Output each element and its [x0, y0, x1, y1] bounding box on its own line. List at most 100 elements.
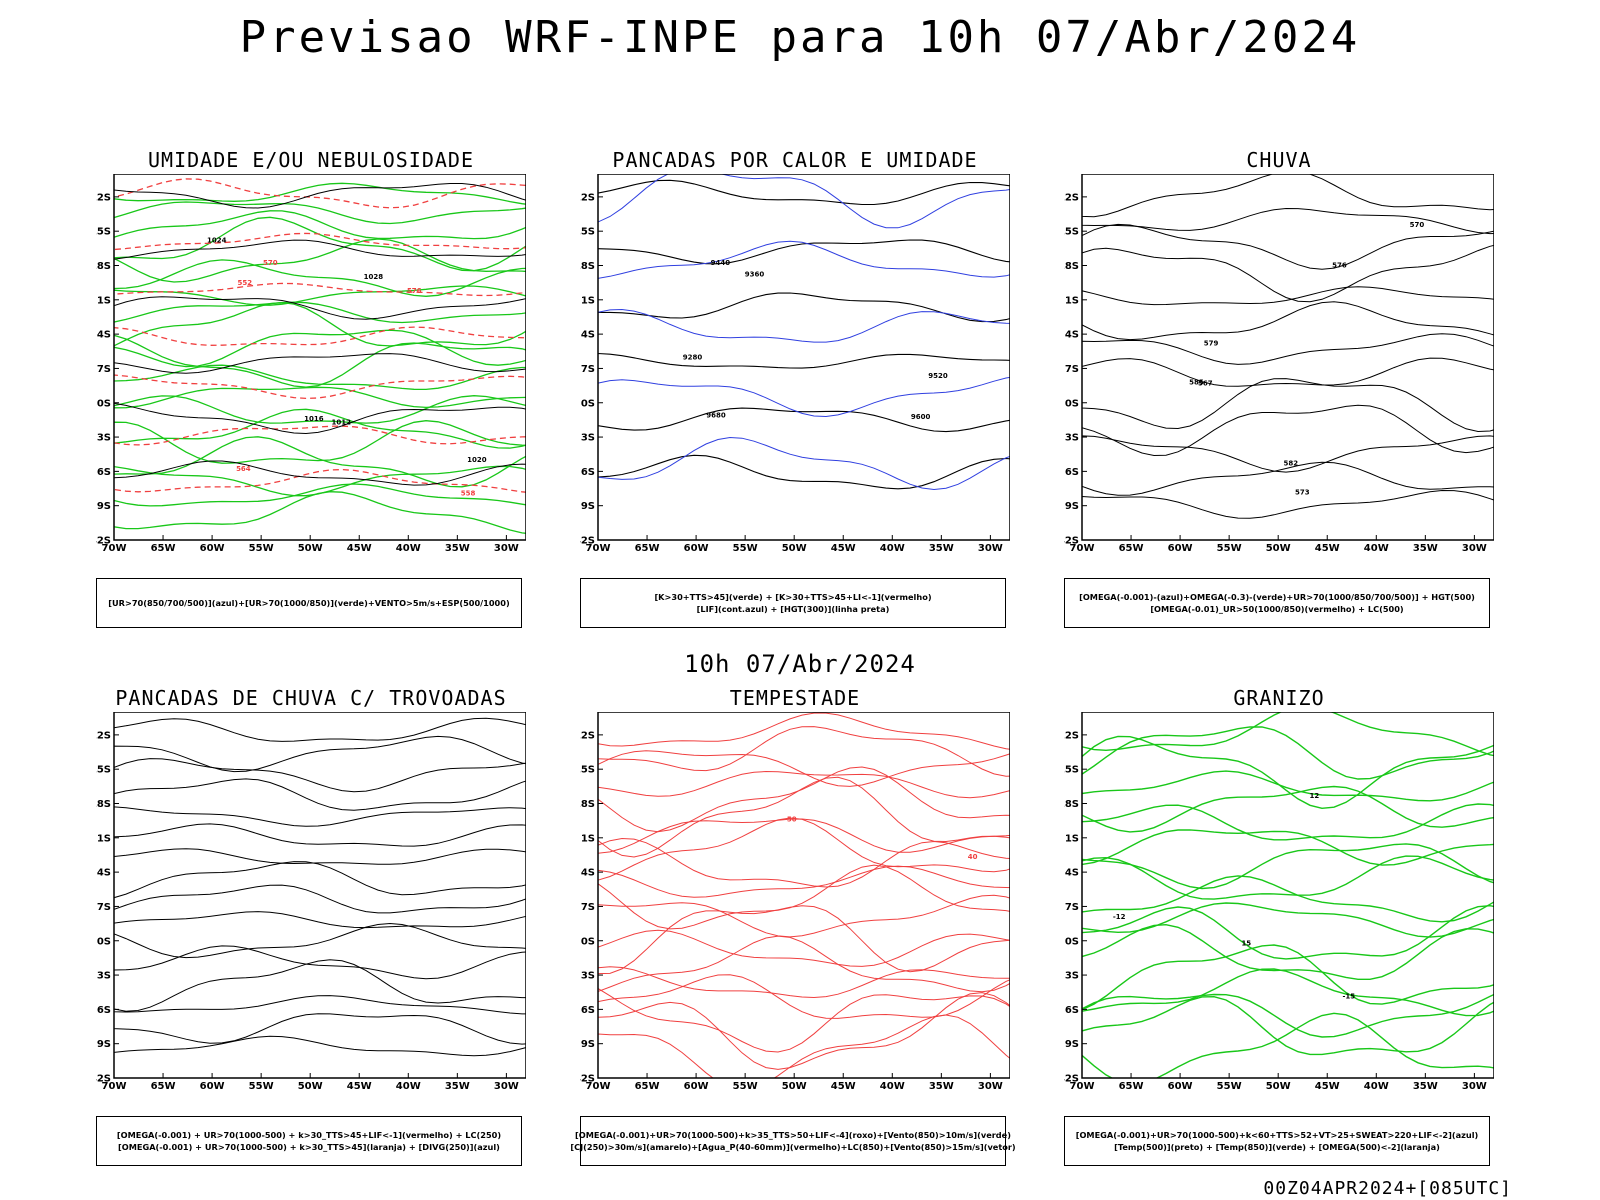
- streamlines-250: [114, 717, 526, 1057]
- lat-label: 18S: [1064, 261, 1079, 272]
- contour-label: 582: [1284, 459, 1299, 467]
- legend-line-1: [OMEGA(-0.001)+UR>70(1000-500)+k<60+TTS>…: [1075, 1130, 1479, 1140]
- lon-label: 65W: [151, 543, 176, 554]
- map-layers: -12 -15 15 12: [1082, 712, 1494, 1078]
- lon-label: 35W: [929, 1081, 954, 1092]
- contour-label: 40: [968, 853, 978, 861]
- map-layers: [114, 717, 526, 1057]
- contour-label: 1016: [304, 415, 324, 423]
- contour-label: 585: [1189, 378, 1204, 386]
- lon-label: 65W: [1119, 1081, 1144, 1092]
- lat-label: 27S: [1064, 364, 1079, 375]
- lc850-labels: 40 50: [787, 816, 978, 861]
- lon-label: 65W: [635, 543, 660, 554]
- lon-label: 40W: [396, 1081, 421, 1092]
- hgt300-black-contours: [598, 179, 1010, 490]
- lc850-red-streamlines: [598, 712, 1010, 1078]
- lat-label: 39S: [1064, 1039, 1079, 1050]
- lon-label: 30W: [1462, 543, 1487, 554]
- lat-label: 27S: [580, 902, 595, 913]
- lat-label: 36S: [96, 1005, 111, 1016]
- map-border: [1081, 712, 1494, 1079]
- map-background: [598, 712, 1010, 1078]
- lat-label: 15S: [580, 227, 595, 238]
- legend-line-1: [OMEGA(-0.001) + UR>70(1000-500) + k>30_…: [116, 1130, 502, 1140]
- contour-label: 570: [1410, 221, 1425, 229]
- lon-label: 45W: [1315, 1081, 1340, 1092]
- contour-label: 1024: [207, 236, 227, 244]
- lat-label: 27S: [96, 902, 111, 913]
- lat-label: 33S: [580, 433, 595, 444]
- panel-tempestade: TEMPESTADE 40 50 12S 15S 18S 21S 24S 27S 30S 33S 3…: [570, 686, 1016, 1166]
- map-pancadas-calor: 9680 9600 9520 9440 9360 9280 12S 15S 18S 21S 24S 2…: [580, 174, 1010, 554]
- thickness-labels: 576 570 564 558 552: [236, 259, 475, 497]
- lat-label: 33S: [1064, 971, 1079, 982]
- panel-trovoadas: PANCADAS DE CHUVA C/ TROVOADAS 12S 15S 18S…: [96, 686, 526, 1166]
- lat-label: 21S: [1064, 295, 1079, 306]
- lon-label: 70W: [586, 543, 611, 554]
- lon-label: 35W: [445, 1081, 470, 1092]
- map-frame: 9680 9600 9520 9440 9360 9280 12S 15S 18S 21S 24S 2…: [580, 174, 1010, 554]
- pressure-black-contours: [114, 183, 526, 486]
- contour-label: 570: [263, 259, 278, 267]
- lon-label: 30W: [978, 1081, 1003, 1092]
- lat-label: 33S: [96, 971, 111, 982]
- legend-line-2: [OMEGA(-0.001) + UR>70(1000-500) + k>30_…: [118, 1142, 500, 1152]
- map-frame: 1016 1012 1020 1024 1028 576 570 564 558 552 12S 15…: [96, 174, 526, 554]
- lat-label: 24S: [96, 868, 111, 879]
- lon-label: 55W: [1217, 1081, 1242, 1092]
- map-frame: 12S 15S 18S 21S 24S 27S 30S 33S 36S 39S 42S70W 65W 6…: [96, 712, 526, 1092]
- lat-label: 33S: [96, 433, 111, 444]
- lat-label: 18S: [580, 799, 595, 810]
- legend-line-2: [Temp(500)](preto) + [Temp(850)](verde) …: [1114, 1142, 1440, 1152]
- contour-label: 567: [1198, 379, 1213, 387]
- map-border: [1081, 174, 1494, 541]
- panel-granizo: GRANIZO -12 -15 15 12 12S 15S 18S 21S 24S 27S 30S 3…: [1064, 686, 1494, 1166]
- lat-label: 12S: [1064, 730, 1079, 741]
- legend-line-2: [CJ(250)>30m/s](amarelo)+[Agua_P(40-60mm…: [570, 1142, 1016, 1152]
- lat-label: 21S: [96, 295, 111, 306]
- contour-label: 9520: [928, 372, 948, 380]
- lon-label: 65W: [1119, 543, 1144, 554]
- lat-label: 42S: [1064, 536, 1079, 547]
- hgt500-labels: 585 582 579 576 573 570 567: [1189, 221, 1424, 497]
- contour-label: 576: [1332, 261, 1347, 269]
- lon-label: 45W: [831, 543, 856, 554]
- lon-label: 70W: [1070, 1081, 1095, 1092]
- contour-label: 564: [236, 465, 251, 473]
- axes: 12S 15S 18S 21S 24S 27S 30S 33S 36S 39S 42S70W 65W 6…: [580, 192, 1003, 554]
- lat-label: 36S: [1064, 467, 1079, 478]
- map-background: [598, 174, 1010, 540]
- legend-line-2: [OMEGA(-0.01)_UR>50(1000/850)(vermelho) …: [1150, 604, 1404, 614]
- lat-label: 12S: [580, 192, 595, 203]
- lat-label: 30S: [96, 398, 111, 409]
- lon-label: 40W: [396, 543, 421, 554]
- lon-label: 60W: [1168, 543, 1193, 554]
- panel-title: PANCADAS DE CHUVA C/ TROVOADAS: [115, 686, 507, 710]
- panel-title: PANCADAS POR CALOR E UMIDADE: [612, 148, 978, 172]
- lat-label: 12S: [580, 730, 595, 741]
- contour-label: 1028: [364, 273, 384, 281]
- lat-label: 27S: [1064, 902, 1079, 913]
- contour-label: 1020: [467, 456, 487, 464]
- contour-label: -15: [1342, 993, 1355, 1001]
- map-granizo: -12 -15 15 12 12S 15S 18S 21S 24S 27S 30S 33S 36S 39S…: [1064, 712, 1494, 1092]
- lat-label: 24S: [96, 330, 111, 341]
- hgt500-streamlines: [1082, 174, 1494, 519]
- lat-label: 42S: [96, 536, 111, 547]
- lat-label: 30S: [1064, 398, 1079, 409]
- legend-line-1: [OMEGA(-0.001)+UR>70(1000-500)+k>35_TTS>…: [575, 1130, 1011, 1140]
- lat-label: 42S: [96, 1074, 111, 1085]
- lat-label: 12S: [96, 730, 111, 741]
- map-tempestade: 40 50 12S 15S 18S 21S 24S 27S 30S 33S 36S 39S 42S70W…: [580, 712, 1010, 1092]
- axes: 12S 15S 18S 21S 24S 27S 30S 33S 36S 39S 42S70W 65W 6…: [1064, 192, 1487, 554]
- map-umidade: 1016 1012 1020 1024 1028 576 570 564 558 552 12S 15…: [96, 174, 526, 554]
- lat-label: 36S: [580, 467, 595, 478]
- lon-label: 70W: [102, 543, 127, 554]
- lon-label: 45W: [347, 543, 372, 554]
- lat-label: 15S: [96, 227, 111, 238]
- lat-label: 36S: [580, 1005, 595, 1016]
- lon-label: 50W: [782, 1081, 807, 1092]
- legend-umidade: [UR>70(850/700/500)](azul)+[UR>70(1000/8…: [96, 578, 522, 628]
- legend-tempestade: [OMEGA(-0.001)+UR>70(1000-500)+k>35_TTS>…: [570, 1116, 1016, 1166]
